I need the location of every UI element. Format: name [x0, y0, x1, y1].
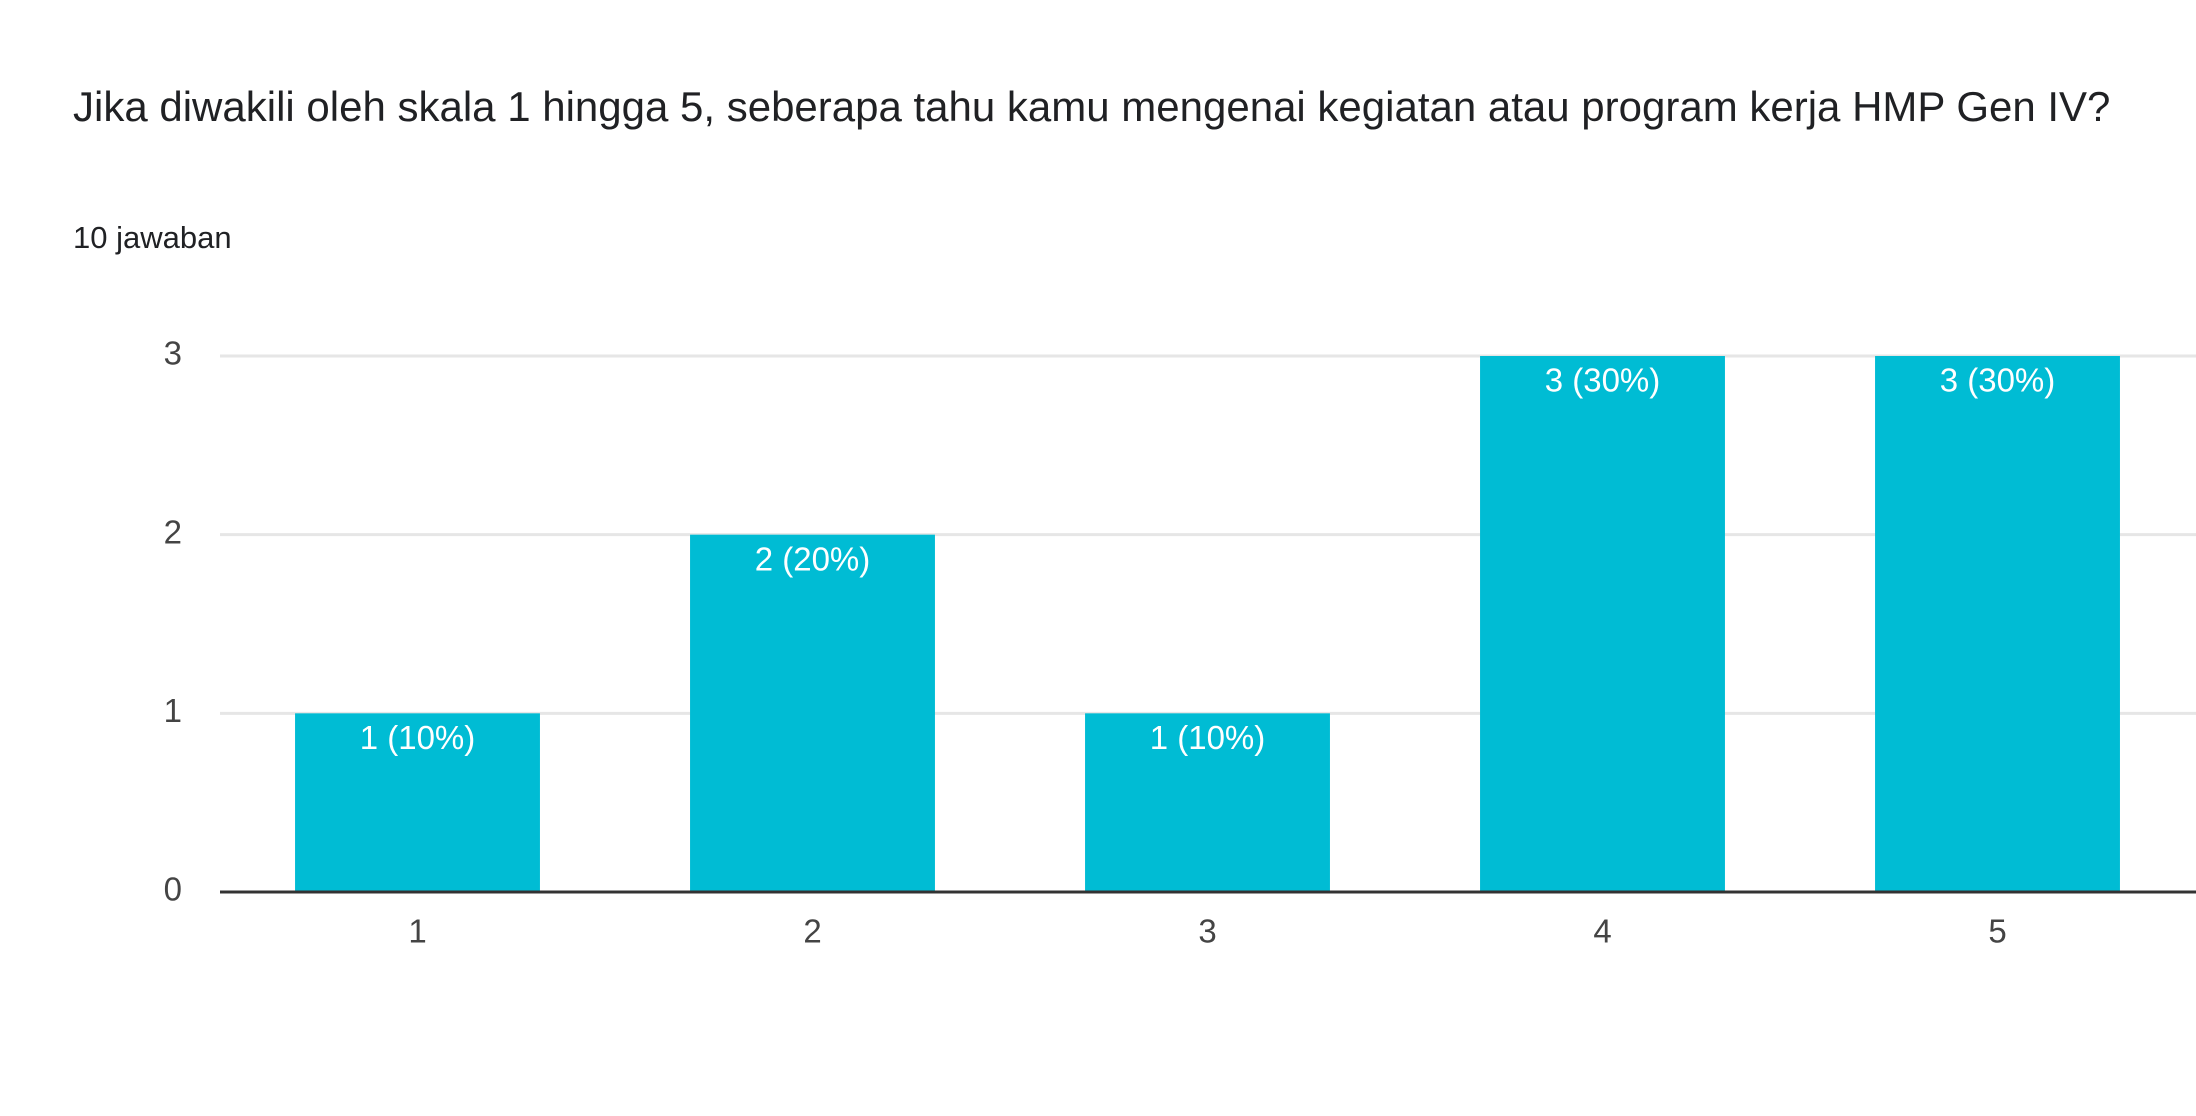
- chart-title: Jika diwakili oleh skala 1 hingga 5, seb…: [73, 83, 2111, 130]
- y-tick-label: 0: [164, 871, 182, 908]
- x-tick-label: 1: [408, 913, 426, 950]
- value-label: 2 (20%): [755, 540, 871, 577]
- bar: [295, 713, 540, 892]
- chart-subtitle: 10 jawaban: [73, 220, 232, 255]
- bar: [1085, 713, 1330, 892]
- value-label: 1 (10%): [360, 719, 476, 756]
- value-label: 3 (30%): [1545, 362, 1661, 399]
- y-tick-label: 2: [164, 513, 182, 550]
- bar: [1875, 356, 2120, 892]
- x-tick-label: 4: [1593, 913, 1611, 950]
- x-tick-label: 5: [1988, 913, 2006, 950]
- y-tick-label: 3: [164, 335, 182, 372]
- x-tick-label: 2: [803, 913, 821, 950]
- bar: [690, 534, 935, 892]
- value-label: 1 (10%): [1150, 719, 1266, 756]
- value-label: 3 (30%): [1940, 362, 2056, 399]
- x-tick-label: 3: [1198, 913, 1216, 950]
- y-tick-label: 1: [164, 692, 182, 729]
- bar: [1480, 356, 1725, 892]
